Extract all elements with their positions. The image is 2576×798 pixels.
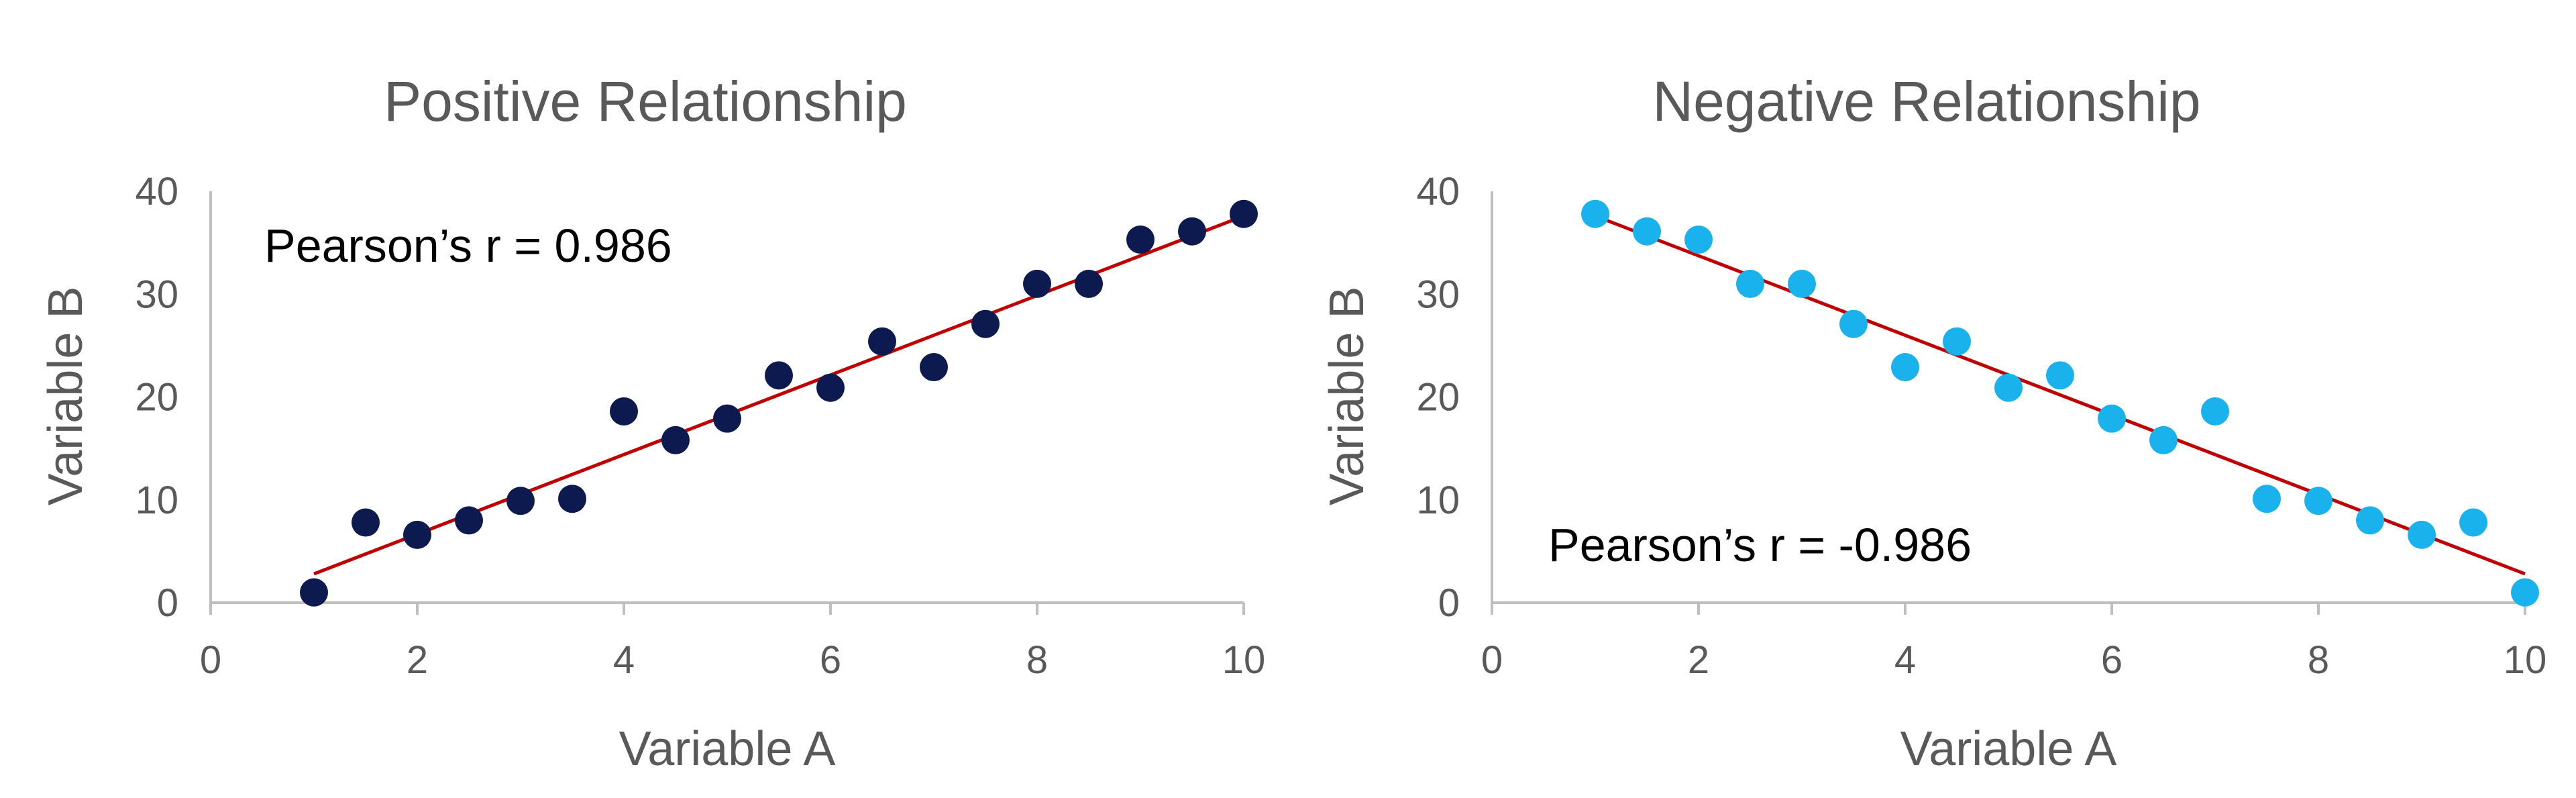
- data-point: [2304, 487, 2332, 515]
- x-tick-marks: [1491, 603, 2526, 615]
- data-points: [1581, 199, 2539, 607]
- negative-relationship-chart: Negative Relationship Variable B Variabl…: [1320, 70, 2546, 776]
- positive-relationship-chart: Positive Relationship Variable B Variabl…: [39, 70, 1265, 776]
- x-axis-title: Variable A: [1900, 722, 2117, 776]
- y-tick-label: 40: [1416, 170, 1460, 213]
- y-tick-label: 20: [135, 376, 178, 419]
- y-tick-label: 0: [157, 581, 178, 625]
- data-point: [1839, 309, 1868, 338]
- data-point: [2511, 578, 2539, 607]
- data-point: [1891, 353, 1919, 382]
- data-point: [2356, 506, 2384, 535]
- x-tick-label: 0: [200, 638, 221, 682]
- x-axis-title: Variable A: [619, 722, 836, 776]
- x-tick-label: 6: [2101, 638, 2123, 682]
- x-tick-label: 6: [820, 638, 841, 682]
- data-point: [2098, 404, 2126, 433]
- data-point: [2046, 361, 2074, 390]
- y-tick-label: 30: [1416, 272, 1460, 316]
- x-tick-label: 8: [1026, 638, 1048, 682]
- data-point: [403, 520, 431, 549]
- data-point: [1230, 199, 1258, 228]
- data-point: [1788, 269, 1816, 298]
- x-tick-label: 4: [613, 638, 635, 682]
- data-point: [661, 426, 690, 454]
- y-tick-labels: 0 10 20 30 40: [135, 170, 178, 625]
- x-tick-label: 10: [1222, 638, 1266, 682]
- data-point: [1943, 327, 1971, 356]
- pearson-annotation: Pearson’s r = 0.986: [264, 219, 672, 272]
- y-tick-label: 0: [1438, 581, 1460, 625]
- data-points: [300, 199, 1258, 607]
- y-tick-label: 30: [135, 272, 178, 316]
- data-point: [558, 485, 586, 513]
- y-tick-label: 40: [135, 170, 178, 213]
- data-point: [1684, 226, 1713, 254]
- data-point: [1178, 217, 1206, 246]
- data-point: [2253, 485, 2281, 513]
- data-point: [1023, 269, 1051, 298]
- x-tick-label: 2: [1688, 638, 1709, 682]
- data-point: [765, 361, 793, 390]
- data-point: [1994, 373, 2023, 402]
- data-point: [1633, 217, 1661, 246]
- y-tick-label: 10: [135, 479, 178, 522]
- data-point: [2459, 508, 2487, 537]
- y-tick-label: 10: [1416, 479, 1460, 522]
- data-point: [1126, 226, 1155, 254]
- data-point: [971, 309, 1000, 338]
- data-point: [816, 373, 845, 402]
- y-axis-title: Variable B: [1320, 287, 1374, 506]
- y-tick-labels: 0 10 20 30 40: [1416, 170, 1460, 625]
- x-tick-label: 8: [2308, 638, 2329, 682]
- data-point: [920, 353, 948, 382]
- x-tick-labels: 0 2 4 6 8 10: [1481, 638, 2546, 682]
- data-point: [2408, 520, 2436, 549]
- x-tick-label: 10: [2504, 638, 2547, 682]
- data-point: [1581, 199, 1609, 228]
- data-point: [713, 404, 741, 433]
- y-axis-title: Variable B: [39, 287, 93, 506]
- data-point: [1075, 269, 1103, 298]
- data-point: [2201, 397, 2229, 426]
- chart-title: Positive Relationship: [384, 70, 907, 133]
- x-tick-labels: 0 2 4 6 8 10: [200, 638, 1265, 682]
- x-tick-marks: [209, 603, 1245, 615]
- data-point: [1736, 269, 1764, 298]
- data-point: [2149, 426, 2178, 454]
- x-tick-label: 0: [1481, 638, 1503, 682]
- x-tick-label: 2: [407, 638, 428, 682]
- data-point: [610, 397, 638, 426]
- chart-title: Negative Relationship: [1652, 70, 2200, 133]
- pearson-annotation: Pearson’s r = -0.986: [1548, 519, 1972, 571]
- data-point: [868, 327, 896, 356]
- y-tick-label: 20: [1416, 376, 1460, 419]
- data-point: [300, 578, 328, 607]
- data-point: [352, 508, 380, 537]
- data-point: [455, 506, 483, 535]
- x-tick-label: 4: [1894, 638, 1916, 682]
- data-point: [506, 487, 535, 515]
